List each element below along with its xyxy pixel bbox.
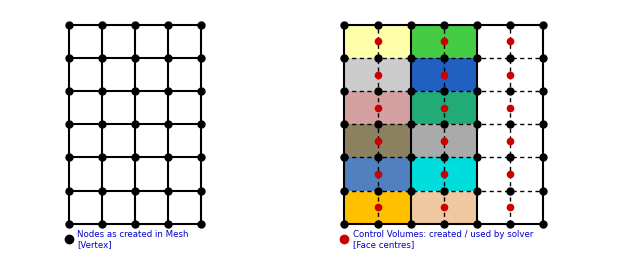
Bar — [411, 191, 477, 224]
Bar — [345, 25, 411, 58]
Text: Control Volumes: created / used by solver: Control Volumes: created / used by solve… — [353, 230, 533, 239]
Bar — [411, 124, 477, 157]
Bar — [345, 191, 411, 224]
Bar — [345, 58, 411, 91]
Text: [Vertex]: [Vertex] — [77, 240, 112, 249]
Text: Nodes as created in Mesh: Nodes as created in Mesh — [77, 230, 188, 239]
Bar — [345, 91, 411, 124]
Bar — [411, 157, 477, 191]
Text: [Face centres]: [Face centres] — [353, 240, 414, 249]
Bar — [411, 58, 477, 91]
Bar — [345, 124, 411, 157]
Bar — [411, 25, 477, 58]
Bar — [411, 91, 477, 124]
Bar — [345, 157, 411, 191]
